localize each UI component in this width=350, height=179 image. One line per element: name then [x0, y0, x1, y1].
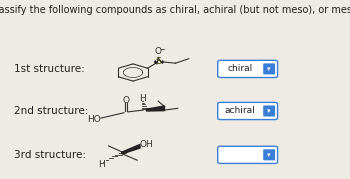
FancyBboxPatch shape: [218, 102, 278, 120]
Text: achiral: achiral: [224, 107, 255, 115]
Text: −: −: [159, 47, 165, 53]
Text: chiral: chiral: [227, 64, 252, 73]
Text: ▾: ▾: [267, 152, 271, 158]
Text: ▾: ▾: [267, 66, 271, 72]
FancyBboxPatch shape: [218, 60, 278, 78]
Polygon shape: [122, 144, 140, 154]
FancyBboxPatch shape: [263, 63, 275, 74]
Text: Classify the following compounds as chiral, achiral (but not meso), or meso.: Classify the following compounds as chir…: [0, 5, 350, 15]
Text: 1st structure:: 1st structure:: [14, 64, 85, 74]
Text: O: O: [122, 96, 130, 105]
Text: H: H: [139, 95, 146, 103]
Text: HO: HO: [88, 115, 102, 124]
Text: 3rd structure:: 3rd structure:: [14, 150, 86, 160]
Text: O: O: [154, 47, 161, 56]
Polygon shape: [146, 106, 164, 111]
Text: OH: OH: [139, 140, 153, 149]
FancyBboxPatch shape: [263, 149, 275, 160]
FancyBboxPatch shape: [263, 105, 275, 117]
Text: 2nd structure:: 2nd structure:: [14, 106, 88, 116]
FancyBboxPatch shape: [218, 146, 278, 163]
Text: S: S: [156, 57, 162, 66]
Text: H: H: [98, 160, 105, 169]
Text: ▾: ▾: [267, 108, 271, 114]
